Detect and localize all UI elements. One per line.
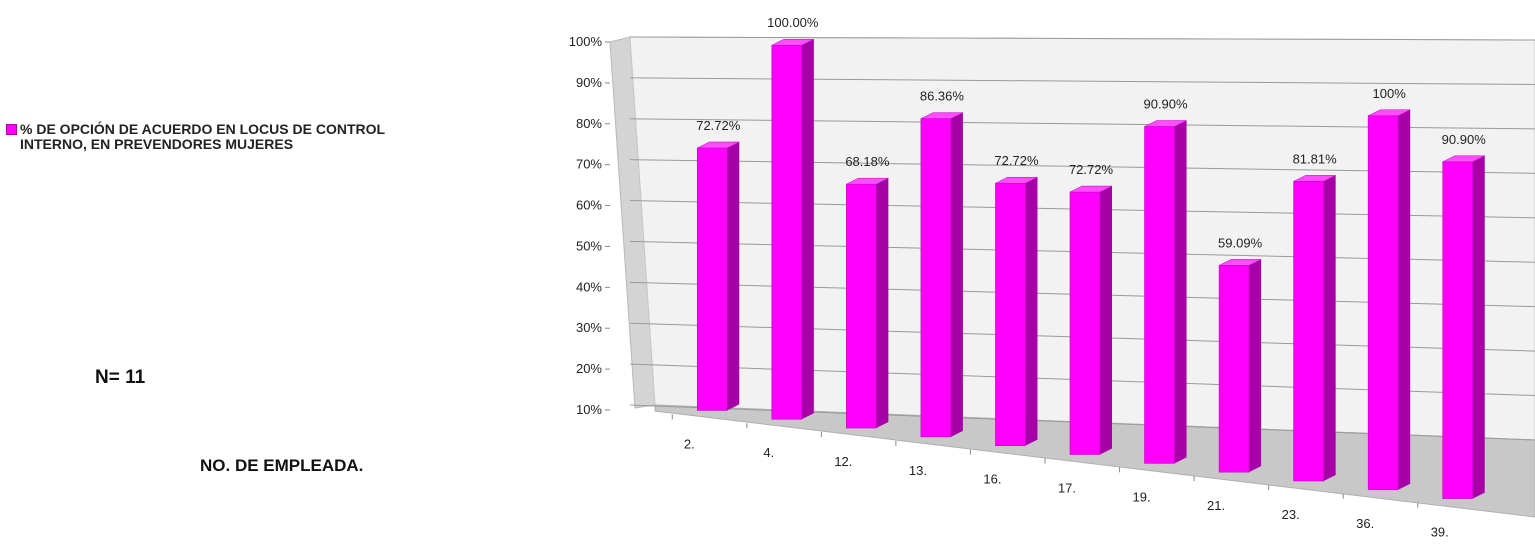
gridline	[629, 36, 1535, 41]
bar	[1367, 109, 1411, 491]
bar-side	[950, 112, 963, 437]
bar-front	[1069, 191, 1101, 455]
bars	[696, 38, 1485, 499]
y-tick-label: 90%	[576, 75, 602, 90]
data-label: 72.72%	[1069, 162, 1114, 177]
data-label: 81.81%	[1293, 151, 1338, 166]
bar-side	[876, 178, 889, 429]
y-tick-label: 80%	[576, 116, 602, 131]
x-tick-label: 13.	[909, 463, 927, 478]
bar-top	[995, 176, 1038, 184]
data-label: 72.72%	[696, 118, 741, 133]
bar-side	[1398, 109, 1411, 490]
bar-side	[1249, 259, 1262, 473]
bar	[771, 38, 814, 420]
bar	[1218, 259, 1262, 473]
bar	[1069, 185, 1113, 455]
bar	[920, 112, 964, 438]
x-tick-label: 39.	[1431, 525, 1449, 540]
bar-front	[1293, 181, 1324, 482]
bar-top	[771, 38, 814, 46]
y-tick-label: 50%	[576, 238, 602, 253]
bar-side	[727, 141, 740, 411]
bar	[846, 177, 889, 429]
bar-top	[1442, 155, 1485, 163]
bar-front	[1218, 265, 1250, 473]
legend-label: % DE OPCIÓN DE ACUERDO EN LOCUS DE CONTR…	[20, 121, 386, 152]
bar	[1144, 120, 1187, 464]
bar-top	[1144, 120, 1187, 127]
data-label: 59.09%	[1218, 235, 1263, 250]
x-tick-label: 36.	[1356, 516, 1374, 531]
bar	[995, 176, 1038, 446]
bar-side	[1100, 186, 1112, 455]
x-tick-label: 17.	[1058, 481, 1076, 496]
x-tick-label: 2.	[684, 436, 695, 451]
bar	[1442, 155, 1485, 499]
bar-front	[696, 147, 728, 411]
y-axis-ticks: 10% 20% 30% 40% 50% 60% 70% 80% 90% 100%	[569, 34, 603, 417]
bar-side	[1323, 175, 1336, 481]
legend-swatch	[6, 124, 17, 135]
x-tick-label: 21.	[1207, 498, 1225, 513]
data-label: 72.72%	[994, 153, 1039, 168]
bar-front	[1442, 161, 1474, 499]
y-tick-label: 30%	[576, 320, 602, 335]
bar-top	[1069, 185, 1113, 193]
data-label: 100%	[1373, 86, 1407, 101]
y-tick-label: 70%	[576, 157, 602, 172]
x-axis-title: NO. DE EMPLEADA.	[200, 456, 364, 475]
bar-side	[1472, 155, 1485, 499]
bar-top	[846, 177, 889, 185]
x-tick-label: 19.	[1133, 489, 1151, 504]
bar-front	[995, 182, 1026, 446]
bar-front	[846, 183, 877, 429]
data-label: 90.90%	[1442, 132, 1487, 147]
bar-front	[1367, 115, 1399, 491]
y-tick-label: 100%	[569, 34, 603, 49]
data-label: 68.18%	[845, 154, 890, 169]
y-tick-label: 60%	[576, 198, 602, 213]
sample-size-label: N= 11	[95, 367, 146, 388]
data-label: 100.00%	[767, 15, 819, 30]
bar	[1293, 175, 1336, 482]
bar-side	[1025, 177, 1038, 446]
x-tick-label: 12.	[834, 454, 852, 469]
data-labels: 72.72% 100.00% 68.18% 86.36% 72.72% 72.72% 90.…	[696, 15, 1486, 250]
bar-front	[1144, 126, 1175, 464]
x-tick-label: 4.	[763, 445, 774, 460]
bar-top	[920, 112, 964, 119]
y-tick-label: 20%	[576, 361, 602, 376]
x-tick-label: 16.	[983, 472, 1001, 487]
bar-side	[801, 39, 814, 420]
data-label: 86.36%	[920, 89, 965, 104]
bar-top	[1293, 175, 1336, 182]
y-tick-label: 40%	[576, 279, 602, 294]
bar-top	[697, 141, 740, 149]
bar-side	[1174, 120, 1187, 464]
bar-top	[1368, 109, 1411, 117]
y-tick-label: 10%	[576, 402, 602, 417]
x-axis-ticks: 2. 4. 12. 13. 16. 17. 19. 21. 23. 36. 39.	[671, 414, 1449, 540]
bar-front	[771, 44, 803, 420]
data-label: 90.90%	[1143, 97, 1188, 112]
bar-front	[920, 118, 952, 438]
bar	[696, 141, 740, 411]
bar-top	[1218, 259, 1262, 266]
x-tick-label: 23.	[1282, 507, 1300, 522]
